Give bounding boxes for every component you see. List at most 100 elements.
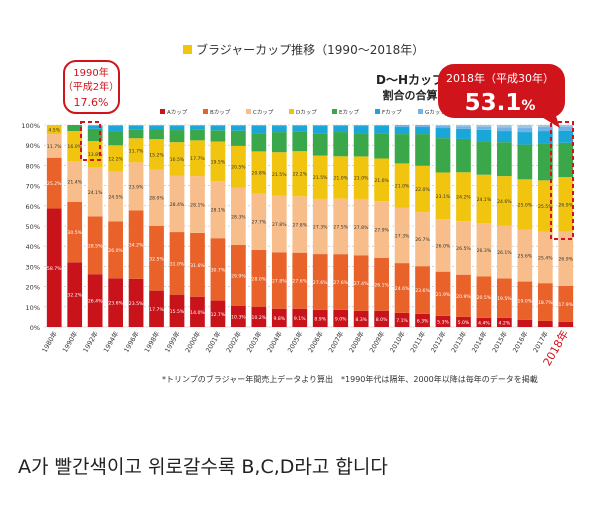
x-tick-label: 2012年 [428, 329, 448, 354]
bar-segment [128, 162, 144, 211]
data-label: 9.8% [273, 316, 285, 322]
y-tick-label: 10% [26, 304, 40, 312]
bar-segment [271, 152, 287, 196]
bar-segment [128, 138, 144, 163]
data-label: 8.3% [355, 317, 367, 323]
callout-2018: 2018年（平成30年） 53.1% [438, 64, 565, 128]
bar-segment [497, 127, 512, 132]
data-label: 14.0% [190, 310, 205, 316]
data-label: 21.9% [436, 292, 451, 298]
x-axis-ticks: 1980年 1990年 1992年 1994年 1996年 1998年 1999年 2000年… [40, 328, 572, 369]
data-label: 34.2% [129, 243, 144, 249]
data-label: 27.3% [395, 234, 410, 240]
bar-segment [210, 181, 226, 239]
bar-segment [231, 130, 246, 146]
bar-segment [558, 231, 574, 286]
bar-segment [231, 126, 246, 131]
data-label: 15.5% [170, 309, 185, 315]
bar-segment [374, 126, 389, 134]
data-label: 23.1% [436, 194, 451, 200]
data-label: 26.1% [497, 250, 512, 256]
legend-swatch [160, 109, 165, 114]
bar-segment [190, 125, 205, 127]
data-label: 15.2% [149, 152, 164, 158]
bar-segment [435, 125, 451, 127]
data-label: 24.1% [477, 197, 492, 203]
data-label: 26.3% [477, 248, 492, 254]
y-tick-label: 80% [26, 162, 40, 170]
bar-segment [415, 134, 430, 166]
bar-segment [435, 315, 451, 327]
bar-segment [231, 145, 246, 188]
bar-segment [517, 229, 533, 282]
legend-swatch [289, 109, 294, 114]
bar-segment [292, 252, 308, 309]
data-label: 28.3% [231, 214, 246, 220]
y-tick-label: 90% [26, 142, 40, 150]
bar-segment [67, 131, 83, 162]
data-label: 26.1% [374, 282, 389, 288]
bar-segment [537, 125, 553, 128]
bar-segment [374, 201, 389, 258]
data-label: 25.0% [518, 203, 533, 209]
legend-label: Aカップ [167, 109, 188, 116]
bar-segment [87, 126, 103, 129]
bar-segment [374, 310, 389, 327]
bar-segment [190, 140, 205, 177]
bar-segment [476, 174, 492, 224]
bar-segment [87, 274, 103, 327]
x-tick-label: 2004年 [265, 329, 285, 354]
data-label: 26.9% [558, 257, 573, 263]
bar-segment [169, 125, 185, 127]
bar-segment [517, 179, 533, 230]
bar-segment [476, 126, 492, 130]
data-label: 27.4% [354, 281, 369, 287]
bar-segment [251, 193, 267, 250]
highlight-1990-dashed-box [80, 121, 101, 161]
x-tick-label: 2011年 [408, 329, 428, 354]
data-label: 4.2% [499, 320, 511, 326]
bar-segment [67, 125, 83, 132]
data-label: 29.9% [231, 273, 246, 279]
bar-segment [435, 219, 451, 272]
highlight-2018-dashed-box [550, 121, 574, 240]
bar-segment [333, 126, 349, 133]
data-label: 32.5% [149, 256, 164, 262]
bar-segment [169, 142, 185, 176]
bar-segment [271, 252, 287, 309]
y-tick-label: 40% [26, 243, 40, 251]
data-label: 26.5% [456, 246, 471, 252]
data-label: 11.7% [129, 148, 144, 154]
bar-segment [517, 125, 533, 129]
bar-segment [292, 196, 308, 253]
data-label: 23.6% [415, 288, 430, 294]
data-label: 10.3% [231, 314, 246, 320]
bar-segment [210, 126, 226, 131]
bar-segment [292, 151, 308, 197]
data-label: 24.6% [497, 199, 512, 205]
callout-1990-year: 1990年 [73, 66, 108, 79]
bar-segment [476, 125, 492, 127]
bar-segment [517, 144, 533, 180]
data-label: 17.7% [190, 156, 205, 162]
bar-segment [497, 278, 512, 318]
data-label: 8.9% [314, 316, 326, 322]
bar-segment [374, 257, 389, 311]
dh-label-line2: 割合の合算 [383, 88, 438, 102]
data-label: 17.9% [558, 302, 573, 308]
bar-segment [353, 198, 369, 256]
bar-segment [497, 125, 512, 128]
bar-segment [497, 225, 512, 279]
data-label: 27.9% [374, 227, 389, 233]
bar-segment [108, 221, 123, 279]
bar-segment [558, 125, 574, 127]
bar-segment [271, 308, 287, 327]
data-label: 25.5% [538, 204, 553, 210]
bar-segment [251, 125, 267, 127]
x-tick-label: 1994年 [101, 329, 121, 354]
bar-segment [312, 254, 328, 310]
bar-segment [415, 212, 430, 267]
bar-segment [353, 126, 369, 134]
data-label: 8.0% [376, 317, 388, 323]
data-label: 19.5% [497, 296, 512, 302]
